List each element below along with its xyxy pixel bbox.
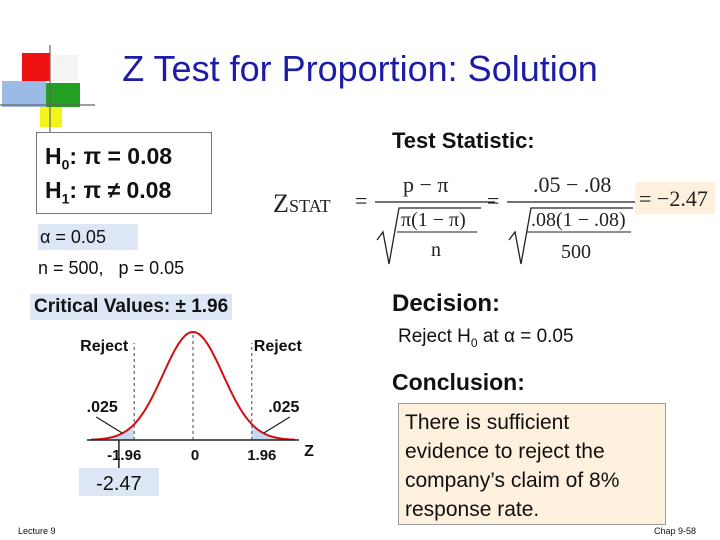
numerator-values: .05 − .08 [533, 172, 611, 197]
left-tail-area [91, 425, 135, 440]
z-symbol: Z [273, 189, 289, 218]
tick-label: 0 [191, 447, 199, 464]
reject-label-left: Reject [80, 338, 129, 355]
reject-label-right: Reject [254, 338, 303, 355]
denominator-symbolic: π(1 − π) [401, 209, 466, 231]
denominator-values: .08(1 − .08) [531, 209, 626, 231]
test-statistic-label: -2.47 [96, 473, 142, 495]
null-hypothesis: H0: π = 0.08 [45, 143, 173, 173]
conclusion-box: There is sufficient evidence to reject t… [398, 403, 666, 525]
axis-label: Z [304, 443, 314, 460]
n-value: 500 [561, 241, 591, 263]
tail-area-right: .025 [268, 399, 299, 416]
alt-hypothesis: H1: π ≠ 0.08 [45, 177, 172, 207]
slide-title: Z Test for Proportion: Solution [122, 48, 598, 89]
normal-curve [90, 330, 296, 441]
decision-text: Reject H0 at α = 0.05 [398, 326, 574, 350]
right-tail-area [251, 424, 295, 440]
hypotheses-box: H0: π = 0.08 H1: π ≠ 0.08 [36, 132, 212, 214]
decorative-squares [0, 45, 95, 140]
footer-lecture: Lecture 9 [18, 526, 56, 536]
footer-chapter: Chap 9-58 [654, 526, 697, 536]
critical-values: Critical Values: ± 1.96 [30, 294, 233, 320]
test-statistic-highlight [78, 468, 159, 496]
svg-text:=: = [487, 188, 499, 213]
tail-arrow-right [263, 416, 291, 434]
test-statistic-formula: Z STAT = p − π π(1 − π) n = .05 − .08 .0… [273, 172, 715, 265]
n-symbol: n [431, 239, 441, 261]
tail-arrow-left [95, 416, 123, 434]
decision-heading: Decision: [392, 290, 501, 317]
tail-area-left: .025 [87, 399, 118, 416]
tick-label: -1.96 [107, 447, 141, 464]
alpha-value: α = 0.05 [38, 224, 138, 250]
tick-label: 1.96 [247, 447, 276, 464]
test-statistic-heading: Test Statistic: [392, 128, 535, 153]
normal-distribution-chart: Reject Reject .025 .025 -1.96 0 1.96 Z -2.47 [78, 330, 314, 496]
svg-text:=: = [355, 188, 367, 213]
conclusion-heading: Conclusion: [392, 369, 525, 395]
statistic-result: = −2.47 [639, 186, 708, 211]
z-subscript: STAT [289, 196, 331, 216]
numerator-symbolic: p − π [403, 172, 449, 197]
sample-info: n = 500, p = 0.05 [38, 258, 185, 278]
